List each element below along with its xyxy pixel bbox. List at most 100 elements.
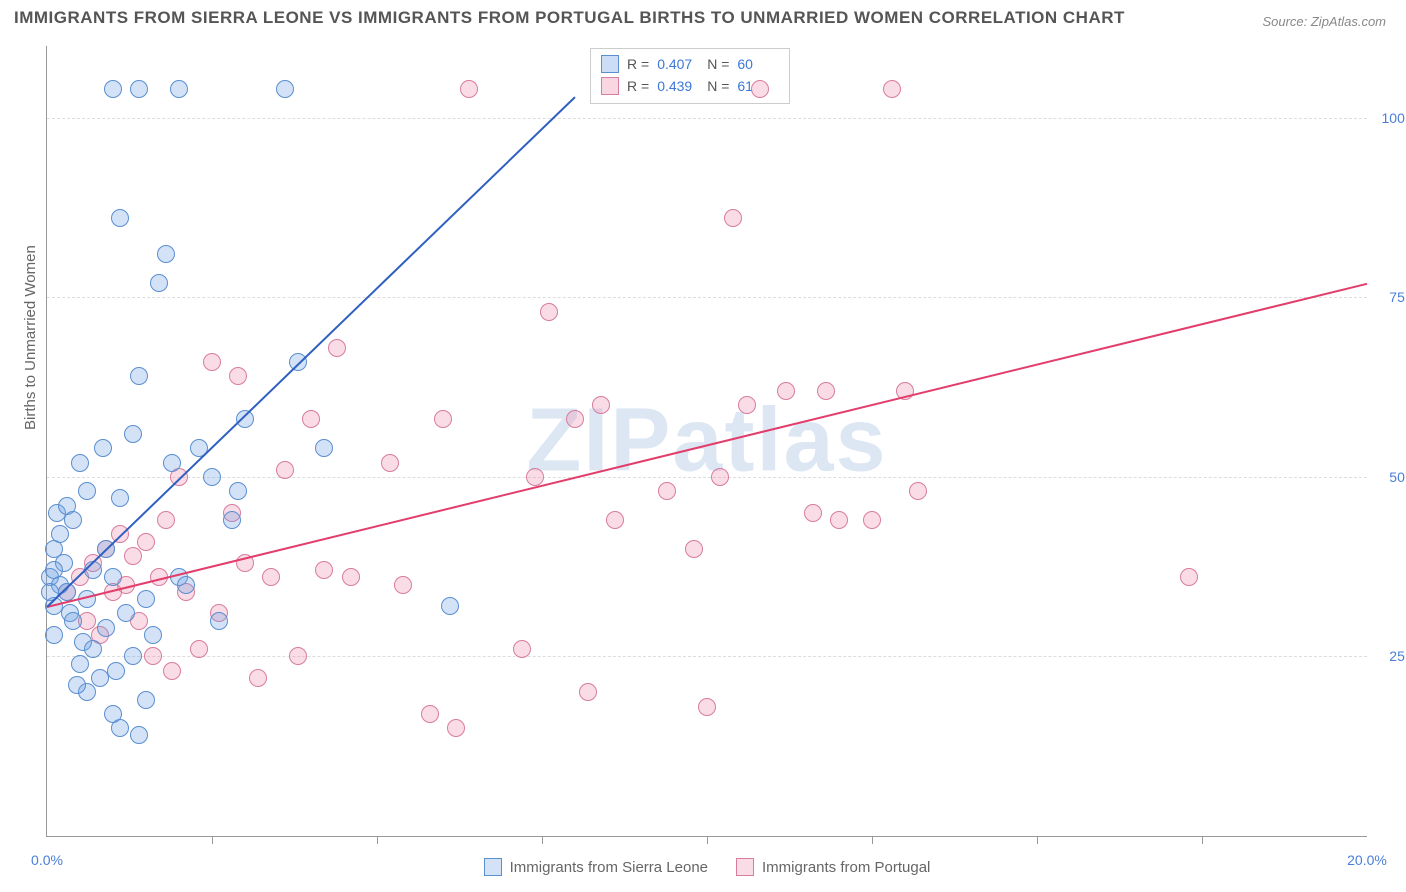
data-point-portugal — [203, 353, 221, 371]
x-tick — [1037, 836, 1038, 844]
data-point-sierra-leone — [144, 626, 162, 644]
data-point-sierra-leone — [111, 209, 129, 227]
gridline-h — [47, 477, 1367, 478]
trend-line-sierra-leone — [46, 97, 575, 608]
legend: Immigrants from Sierra Leone Immigrants … — [47, 858, 1367, 876]
stats-row: R =0.407N =60 — [601, 53, 779, 75]
data-point-sierra-leone — [315, 439, 333, 457]
data-point-sierra-leone — [104, 568, 122, 586]
data-point-portugal — [830, 511, 848, 529]
stats-swatch — [601, 77, 619, 95]
data-point-sierra-leone — [170, 80, 188, 98]
x-tick-label: 20.0% — [1347, 852, 1387, 868]
data-point-sierra-leone — [157, 245, 175, 263]
x-tick — [1202, 836, 1203, 844]
data-point-sierra-leone — [51, 525, 69, 543]
gridline-h — [47, 656, 1367, 657]
data-point-portugal — [711, 468, 729, 486]
legend-swatch-a — [484, 858, 502, 876]
data-point-portugal — [157, 511, 175, 529]
legend-item-a: Immigrants from Sierra Leone — [484, 858, 708, 876]
data-point-portugal — [460, 80, 478, 98]
data-point-sierra-leone — [71, 655, 89, 673]
data-point-sierra-leone — [71, 454, 89, 472]
data-point-sierra-leone — [94, 439, 112, 457]
data-point-portugal — [249, 669, 267, 687]
data-point-portugal — [698, 698, 716, 716]
legend-item-b: Immigrants from Portugal — [736, 858, 930, 876]
gridline-h — [47, 297, 1367, 298]
data-point-sierra-leone — [124, 425, 142, 443]
data-point-portugal — [289, 647, 307, 665]
data-point-portugal — [526, 468, 544, 486]
x-tick-label: 0.0% — [31, 852, 63, 868]
data-point-portugal — [738, 396, 756, 414]
data-point-sierra-leone — [45, 626, 63, 644]
data-point-portugal — [606, 511, 624, 529]
data-point-sierra-leone — [91, 669, 109, 687]
data-point-sierra-leone — [130, 726, 148, 744]
x-tick — [212, 836, 213, 844]
data-point-sierra-leone — [104, 80, 122, 98]
data-point-portugal — [381, 454, 399, 472]
source-attribution: Source: ZipAtlas.com — [1262, 14, 1386, 29]
data-point-sierra-leone — [64, 612, 82, 630]
data-point-portugal — [276, 461, 294, 479]
data-point-sierra-leone — [130, 367, 148, 385]
data-point-portugal — [883, 80, 901, 98]
data-point-portugal — [579, 683, 597, 701]
data-point-portugal — [751, 80, 769, 98]
data-point-portugal — [137, 533, 155, 551]
scatter-plot: ZIPatlas R =0.407N =60R =0.439N =61 Immi… — [46, 46, 1367, 837]
data-point-portugal — [302, 410, 320, 428]
data-point-portugal — [777, 382, 795, 400]
data-point-sierra-leone — [107, 662, 125, 680]
data-point-portugal — [863, 511, 881, 529]
chart-title: IMMIGRANTS FROM SIERRA LEONE VS IMMIGRAN… — [14, 8, 1125, 28]
data-point-sierra-leone — [276, 80, 294, 98]
x-tick — [872, 836, 873, 844]
gridline-h — [47, 118, 1367, 119]
data-point-portugal — [342, 568, 360, 586]
data-point-portugal — [540, 303, 558, 321]
data-point-sierra-leone — [210, 612, 228, 630]
data-point-sierra-leone — [78, 482, 96, 500]
data-point-portugal — [434, 410, 452, 428]
data-point-portugal — [804, 504, 822, 522]
trend-line-portugal — [47, 283, 1367, 608]
data-point-sierra-leone — [130, 80, 148, 98]
y-tick-label: 50.0% — [1371, 469, 1406, 485]
data-point-sierra-leone — [137, 590, 155, 608]
data-point-portugal — [566, 410, 584, 428]
data-point-portugal — [724, 209, 742, 227]
data-point-portugal — [229, 367, 247, 385]
data-point-portugal — [909, 482, 927, 500]
data-point-sierra-leone — [45, 561, 63, 579]
data-point-portugal — [817, 382, 835, 400]
y-tick-label: 75.0% — [1371, 289, 1406, 305]
data-point-portugal — [1180, 568, 1198, 586]
data-point-sierra-leone — [163, 454, 181, 472]
data-point-sierra-leone — [64, 511, 82, 529]
data-point-sierra-leone — [177, 576, 195, 594]
data-point-portugal — [328, 339, 346, 357]
data-point-sierra-leone — [111, 489, 129, 507]
legend-label-a: Immigrants from Sierra Leone — [510, 859, 708, 876]
stats-swatch — [601, 55, 619, 73]
data-point-sierra-leone — [441, 597, 459, 615]
x-tick — [707, 836, 708, 844]
x-tick — [542, 836, 543, 844]
y-tick-label: 100.0% — [1371, 110, 1406, 126]
data-point-portugal — [315, 561, 333, 579]
data-point-sierra-leone — [97, 619, 115, 637]
data-point-portugal — [685, 540, 703, 558]
y-axis-label: Births to Unmarried Women — [22, 245, 39, 430]
data-point-portugal — [421, 705, 439, 723]
data-point-sierra-leone — [117, 604, 135, 622]
data-point-sierra-leone — [84, 561, 102, 579]
data-point-portugal — [592, 396, 610, 414]
data-point-portugal — [163, 662, 181, 680]
data-point-portugal — [513, 640, 531, 658]
data-point-portugal — [658, 482, 676, 500]
legend-swatch-b — [736, 858, 754, 876]
